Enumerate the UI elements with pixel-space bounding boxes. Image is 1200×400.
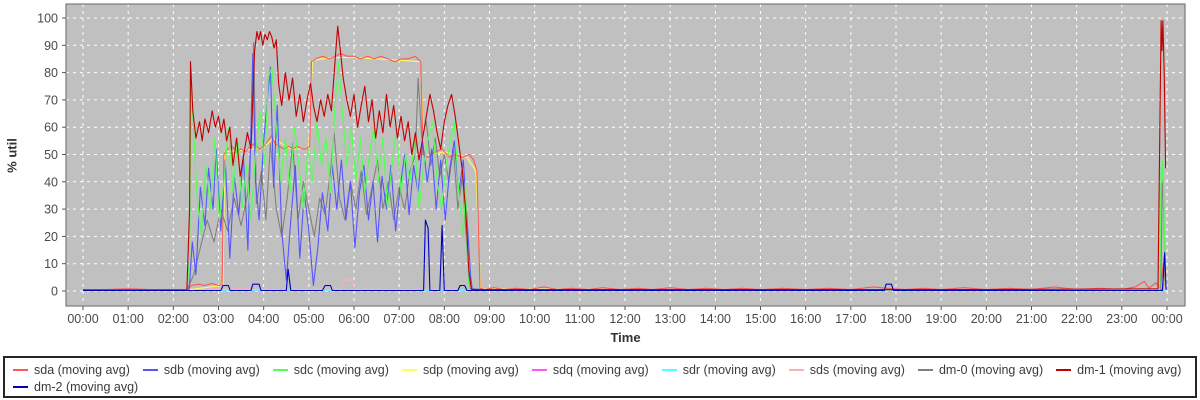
series-dm-2-line: [83, 219, 1167, 292]
legend-swatch-sda: [13, 368, 28, 371]
legend-item-sdc: sdc (moving avg): [272, 362, 389, 377]
y-tick-label: 60: [44, 121, 58, 135]
y-tick-label: 30: [44, 203, 58, 217]
x-tick-label: 10:00: [519, 312, 550, 326]
legend-label-dm-2: dm-2 (moving avg): [34, 379, 139, 394]
x-tick-label: 21:00: [1016, 312, 1047, 326]
y-tick-label: 10: [44, 257, 58, 271]
y-tick-label: 90: [44, 39, 58, 53]
legend-label-sdr: sdr (moving avg): [682, 362, 776, 377]
legend-label-sdb: sdb (moving avg): [163, 362, 260, 377]
x-tick-label: 23:00: [1106, 312, 1137, 326]
legend-label-sdp: sdp (moving avg): [422, 362, 519, 377]
legend-swatch-sds: [788, 368, 804, 371]
series-lines: [83, 20, 1167, 292]
x-tick-label: 17:00: [835, 312, 866, 326]
legend-swatch-sdp: [401, 368, 417, 371]
y-tick-labels: 0 10 20 30 40 50 60 70 80 90 100: [37, 12, 58, 299]
legend-label-sdc: sdc (moving avg): [293, 362, 389, 377]
legend-swatch-sdq: [531, 368, 547, 371]
y-tick-label: 0: [51, 285, 58, 299]
legend-item-sdr: sdr (moving avg): [661, 362, 776, 377]
legend-label-sds: sds (moving avg): [809, 362, 905, 377]
x-tick-label: 09:00: [474, 312, 505, 326]
x-tick-label: 16:00: [790, 312, 821, 326]
chart-legend: sda (moving avg) sdb (moving avg) sdc (mov…: [3, 356, 1197, 398]
series-dm-1-line: [83, 20, 1167, 291]
legend-swatch-sdr: [661, 368, 677, 371]
legend-item-dm-2: dm-2 (moving avg): [13, 380, 138, 394]
legend-swatch-dm-0: [917, 368, 933, 371]
x-tick-label: 22:00: [1061, 312, 1092, 326]
legend-item-dm-1: dm-1 (moving avg): [1056, 363, 1181, 377]
y-tick-label: 40: [44, 175, 58, 189]
x-tick-label: 18:00: [880, 312, 911, 326]
legend-label-sda: sda (moving avg): [34, 362, 130, 377]
series-sdb-line: [83, 52, 1167, 291]
x-tick-label: 19:00: [926, 312, 957, 326]
y-tick-label: 70: [44, 93, 58, 107]
tick-marks: [62, 17, 1168, 310]
x-tick-label: 00:00: [67, 312, 98, 326]
legend-item-sda: sda (moving avg): [13, 363, 130, 377]
legend-item-sds: sds (moving avg): [788, 362, 905, 377]
legend-item-dm-0: dm-0 (moving avg): [917, 362, 1044, 377]
x-tick-label: 01:00: [113, 312, 144, 326]
legend-swatch-dm-2: [13, 385, 28, 388]
x-tick-label: 03:00: [203, 312, 234, 326]
legend-item-sdp: sdp (moving avg): [401, 362, 519, 377]
legend-row: sda (moving avg) sdb (moving avg) sdc (mov…: [13, 361, 1187, 378]
x-tick-label: 06:00: [338, 312, 369, 326]
y-axis-title: % util: [4, 138, 20, 173]
legend-swatch-sdc: [272, 368, 288, 371]
x-tick-label: 05:00: [293, 312, 324, 326]
x-tick-label: 00:00: [1151, 312, 1182, 326]
x-tick-label: 11:00: [565, 312, 595, 326]
y-tick-label: 50: [44, 148, 58, 162]
x-tick-labels: 00:00 01:00 02:00 03:00 04:00 05:00 06:00 07:00…: [67, 312, 1182, 326]
y-tick-label: 20: [44, 230, 58, 244]
legend-item-sdb: sdb (moving avg): [142, 362, 260, 377]
gridlines: [66, 4, 1185, 306]
x-tick-label: 20:00: [971, 312, 1002, 326]
x-tick-label: 04:00: [248, 312, 279, 326]
x-tick-label: 02:00: [158, 312, 189, 326]
x-tick-label: 12:00: [609, 312, 640, 326]
series-sdc-line: [83, 61, 1167, 291]
x-tick-label: 08:00: [429, 312, 460, 326]
x-tick-label: 07:00: [384, 312, 415, 326]
legend-item-sdq: sdq (moving avg): [531, 362, 649, 377]
legend-label-dm-0: dm-0 (moving avg): [938, 362, 1044, 377]
x-tick-label: 15:00: [745, 312, 776, 326]
y-tick-label: 80: [44, 66, 58, 80]
x-tick-label: 14:00: [700, 312, 731, 326]
legend-swatch-dm-1: [1056, 368, 1072, 371]
legend-label-sdq: sdq (moving avg): [552, 362, 649, 377]
plot-canvas: 0 10 20 30 40 50 60 70 80 90 100 00:00 01:00 02:00 03:…: [37, 3, 1186, 326]
x-tick-label: 13:00: [655, 312, 686, 326]
legend-label-dm-1: dm-1 (moving avg): [1077, 362, 1182, 377]
legend-swatch-sdb: [142, 368, 158, 371]
y-tick-label: 100: [37, 12, 58, 26]
x-axis-title: Time: [610, 330, 641, 345]
legend-row: dm-2 (moving avg): [13, 378, 1187, 395]
